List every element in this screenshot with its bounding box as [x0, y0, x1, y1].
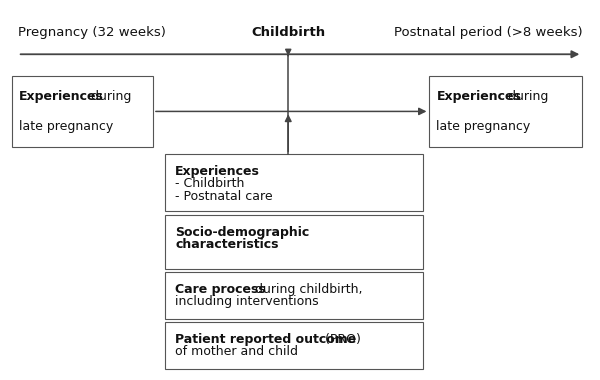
Text: characteristics: characteristics [175, 238, 279, 251]
FancyBboxPatch shape [12, 76, 153, 147]
FancyBboxPatch shape [430, 76, 582, 147]
Text: Experiences: Experiences [175, 165, 260, 178]
Text: including interventions: including interventions [175, 295, 319, 309]
FancyBboxPatch shape [165, 154, 424, 211]
Text: of mother and child: of mother and child [175, 345, 298, 358]
Text: Childbirth: Childbirth [251, 26, 325, 39]
Text: Care process: Care process [175, 283, 266, 296]
Text: Postnatal period (>8 weeks): Postnatal period (>8 weeks) [394, 26, 582, 39]
FancyBboxPatch shape [165, 322, 424, 369]
Text: - Postnatal care: - Postnatal care [175, 190, 273, 203]
Text: during childbirth,: during childbirth, [251, 283, 362, 296]
Text: late pregnancy: late pregnancy [19, 120, 113, 133]
Text: Pregnancy (32 weeks): Pregnancy (32 weeks) [18, 26, 166, 39]
FancyBboxPatch shape [165, 272, 424, 318]
Text: late pregnancy: late pregnancy [436, 120, 530, 133]
Text: Socio-demographic: Socio-demographic [175, 226, 310, 239]
Text: Patient reported outcome: Patient reported outcome [175, 333, 356, 346]
Text: Experiences: Experiences [19, 90, 104, 103]
Text: - Childbirth: - Childbirth [175, 177, 245, 190]
Text: (PRO): (PRO) [321, 333, 361, 346]
Text: Experiences: Experiences [436, 90, 521, 103]
FancyBboxPatch shape [165, 215, 424, 269]
Text: during: during [504, 90, 548, 103]
Text: during: during [86, 90, 131, 103]
